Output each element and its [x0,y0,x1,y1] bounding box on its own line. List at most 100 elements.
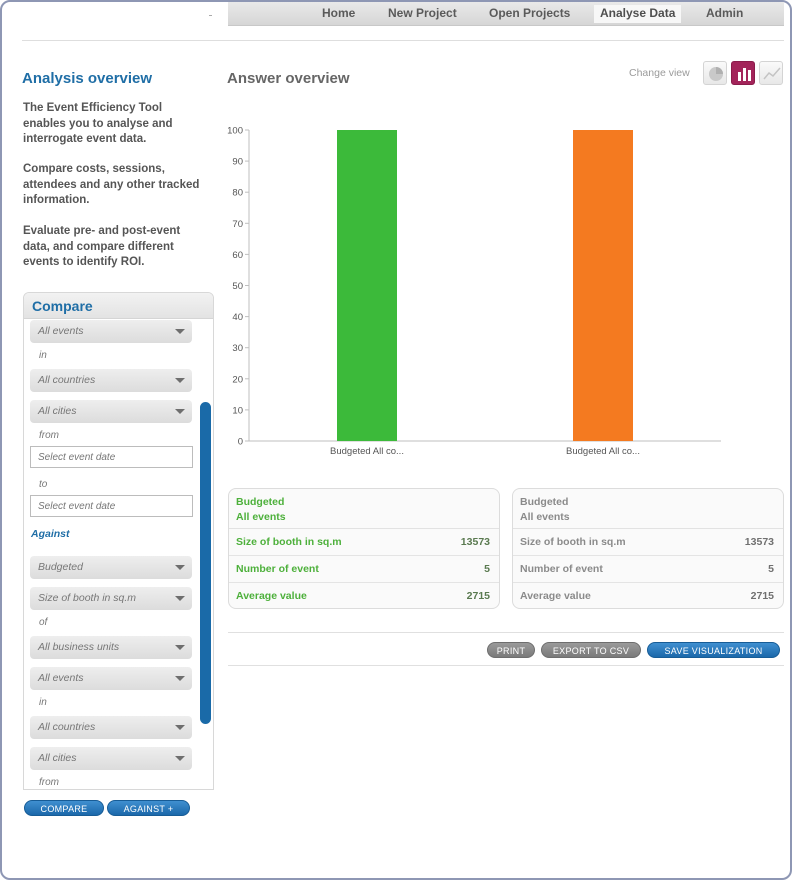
y-tick-label: 80 [232,188,243,199]
cities-select[interactable]: All cities [30,400,192,423]
to-label: to [39,479,48,490]
pie-chart-icon [709,67,723,81]
compare-panel-title: Compare [24,293,213,319]
nav-home[interactable]: Home [322,6,356,20]
bar-chart-svg: 0 10 20 30 40 50 60 70 80 90 100 Budgeted All co...… [227,126,721,457]
y-tick-label: 50 [232,281,243,292]
nav-admin[interactable]: Admin [706,6,744,20]
line-chart-icon [763,67,781,80]
events-select-value: All events [38,325,84,337]
row-value: 13573 [744,536,774,548]
export-csv-button[interactable]: EXPORT TO CSV [541,642,641,658]
line-view-button[interactable] [759,61,783,85]
metric-select[interactable]: Size of booth in sq.m [30,587,192,610]
compare-panel-scrollbar[interactable] [200,402,211,724]
chevron-down-icon [175,409,185,414]
compare-button[interactable]: COMPARE [24,800,104,816]
bar-view-button[interactable] [731,61,755,85]
card-row: Average value 2715 [513,583,783,608]
y-tick-label: 60 [232,250,243,261]
business-units-select[interactable]: All business units [30,636,192,659]
countries-select-2[interactable]: All countries [30,716,192,739]
against-select[interactable]: Budgeted [30,556,192,579]
card-title: Budgeted [520,496,569,508]
chevron-down-icon [175,329,185,334]
card-row: Number of event 5 [513,556,783,583]
events-select-2[interactable]: All events [30,667,192,690]
cities-select-2-value: All cities [38,752,77,764]
row-label: Size of booth in sq.m [236,536,342,548]
row-value: 13573 [460,536,490,548]
against-add-button[interactable]: AGAINST + [107,800,190,816]
row-label: Average value [236,590,307,602]
bar [573,130,633,441]
y-tick-label: 100 [227,126,243,137]
pie-view-button[interactable] [703,61,727,85]
x-tick-label: Budgeted All co... [566,446,640,457]
header-divider [22,40,784,41]
nav-analyse-data[interactable]: Analyse Data [594,5,682,23]
chevron-down-icon [175,645,185,650]
save-visualization-button[interactable]: SAVE VISUALIZATION [647,642,780,658]
business-units-select-value: All business units [38,641,120,653]
metric-select-value: Size of booth in sq.m [38,592,137,604]
chevron-down-icon [175,565,185,570]
sidebar-paragraph: The Event Efficiency Tool enables you to… [23,102,173,145]
print-button[interactable]: PRINT [487,642,535,658]
nav-new-project[interactable]: New Project [388,6,457,20]
events-select[interactable]: All events [30,320,192,343]
y-tick-label: 70 [232,219,243,230]
sidebar-title: Analysis overview [22,70,153,87]
y-tick-label: 0 [238,437,243,448]
actions-divider-top [228,632,784,633]
row-label: Number of event [236,563,319,575]
summary-card-budgeted-2: Budgeted All events Size of booth in sq.… [512,488,784,609]
card-subtitle: All events [520,511,570,523]
bar-chart-icon [738,68,751,81]
cities-select-2[interactable]: All cities [30,747,192,770]
of-label: of [39,617,48,628]
from-label-2: from [39,777,59,788]
row-label: Number of event [520,563,603,575]
from-date-input[interactable]: Select event date [30,446,193,468]
bar-chart: 0 10 20 30 40 50 60 70 80 90 100 Budgeted All co...… [227,120,727,465]
chevron-down-icon [175,676,185,681]
nav-open-projects[interactable]: Open Projects [489,6,571,20]
y-tick-label: 40 [232,312,243,323]
card-header: Budgeted All events [229,489,499,529]
from-label: from [39,430,59,441]
in-label-2: in [39,697,47,708]
countries-select-2-value: All countries [38,721,96,733]
in-label: in [39,350,47,361]
to-date-input[interactable]: Select event date [30,495,193,517]
card-row: Size of booth in sq.m 13573 [229,529,499,556]
row-value: 2715 [466,590,490,602]
top-navigation: Home New Project Open Projects Analyse D… [228,2,784,26]
change-view-label: Change view [629,67,690,79]
nav-separator [209,15,212,16]
countries-select[interactable]: All countries [30,369,192,392]
sidebar-paragraph: Evaluate pre- and post-event data, and c… [23,225,181,268]
cities-select-value: All cities [38,405,77,417]
y-tick-label: 10 [232,405,243,416]
answer-overview-title: Answer overview [227,70,350,87]
countries-select-value: All countries [38,374,96,386]
row-value: 2715 [750,590,774,602]
summary-card-budgeted: Budgeted All events Size of booth in sq.… [228,488,500,609]
chevron-down-icon [175,756,185,761]
events-select-2-value: All events [38,672,84,684]
card-row: Average value 2715 [229,583,499,608]
sidebar-paragraph: Compare costs, sessions, attendees and a… [23,163,200,206]
row-value: 5 [768,563,774,575]
chevron-down-icon [175,378,185,383]
row-value: 5 [484,563,490,575]
row-label: Size of booth in sq.m [520,536,626,548]
card-row: Number of event 5 [229,556,499,583]
card-title: Budgeted [236,496,285,508]
y-tick-label: 20 [232,374,243,385]
card-row: Size of booth in sq.m 13573 [513,529,783,556]
against-select-value: Budgeted [38,561,83,573]
row-label: Average value [520,590,591,602]
y-tick-label: 30 [232,343,243,354]
